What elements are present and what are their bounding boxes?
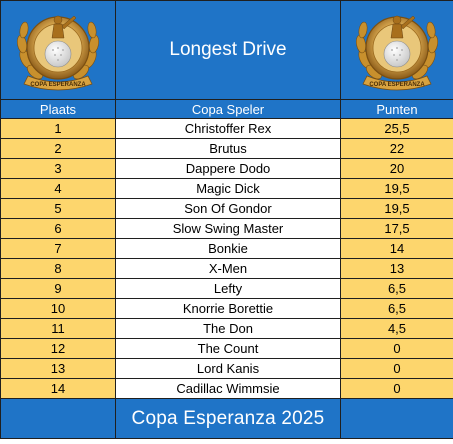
- points-cell: 4,5: [340, 318, 453, 339]
- table-row: 13 Lord Kanis 0: [0, 358, 453, 379]
- page-title: Longest Drive: [115, 0, 341, 100]
- logo-ribbon-text: COPA ESPERANZA: [369, 82, 425, 88]
- player-cell: Bonkie: [115, 238, 341, 259]
- trophy-emblem-icon: COPA ESPERANZA: [356, 15, 438, 91]
- rank-cell: 11: [0, 318, 116, 339]
- player-cell: Cadillac Wimmsie: [115, 378, 341, 399]
- footer-left-cell: [0, 398, 116, 439]
- table-row: 4 Magic Dick 19,5: [0, 178, 453, 199]
- column-header-points: Punten: [340, 99, 453, 119]
- rank-cell: 14: [0, 378, 116, 399]
- player-cell: Lord Kanis: [115, 358, 341, 379]
- points-cell: 17,5: [340, 218, 453, 239]
- table-row: 2 Brutus 22: [0, 138, 453, 159]
- player-cell: Knorrie Borettie: [115, 298, 341, 319]
- table-row: 1 Christoffer Rex 25,5: [0, 118, 453, 139]
- player-cell: Brutus: [115, 138, 341, 159]
- points-cell: 6,5: [340, 278, 453, 299]
- rank-cell: 3: [0, 158, 116, 179]
- points-cell: 13: [340, 258, 453, 279]
- table-row: 6 Slow Swing Master 17,5: [0, 218, 453, 239]
- rank-cell: 10: [0, 298, 116, 319]
- points-cell: 19,5: [340, 178, 453, 199]
- points-cell: 20: [340, 158, 453, 179]
- table-row: 7 Bonkie 14: [0, 238, 453, 259]
- player-cell: Lefty: [115, 278, 341, 299]
- rank-cell: 12: [0, 338, 116, 359]
- table-row: 3 Dappere Dodo 20: [0, 158, 453, 179]
- column-header-row: Plaats Copa Speler Punten: [0, 99, 453, 119]
- player-cell: Magic Dick: [115, 178, 341, 199]
- table-row: 14 Cadillac Wimmsie 0: [0, 378, 453, 399]
- rank-cell: 9: [0, 278, 116, 299]
- footer-title: Copa Esperanza 2025: [115, 398, 341, 439]
- table-row: 9 Lefty 6,5: [0, 278, 453, 299]
- points-cell: 22: [340, 138, 453, 159]
- points-cell: 6,5: [340, 298, 453, 319]
- rank-cell: 2: [0, 138, 116, 159]
- points-cell: 0: [340, 378, 453, 399]
- table-row: 11 The Don 4,5: [0, 318, 453, 339]
- logo-ribbon-text: COPA ESPERANZA: [30, 82, 86, 88]
- table-row: 5 Son Of Gondor 19,5: [0, 198, 453, 219]
- points-cell: 14: [340, 238, 453, 259]
- rank-cell: 6: [0, 218, 116, 239]
- header-row: COPA ESPERANZA Longest Drive: [0, 0, 453, 100]
- trophy-emblem-icon: COPA ESPERANZA: [17, 15, 99, 91]
- player-cell: The Don: [115, 318, 341, 339]
- player-cell: X-Men: [115, 258, 341, 279]
- points-cell: 0: [340, 338, 453, 359]
- points-cell: 19,5: [340, 198, 453, 219]
- points-cell: 0: [340, 358, 453, 379]
- table-row: 12 The Count 0: [0, 338, 453, 359]
- points-cell: 25,5: [340, 118, 453, 139]
- rank-cell: 4: [0, 178, 116, 199]
- player-cell: Dappere Dodo: [115, 158, 341, 179]
- rank-cell: 8: [0, 258, 116, 279]
- player-cell: Son Of Gondor: [115, 198, 341, 219]
- footer-right-cell: [340, 398, 453, 439]
- rank-cell: 7: [0, 238, 116, 259]
- rank-cell: 13: [0, 358, 116, 379]
- player-cell: Christoffer Rex: [115, 118, 341, 139]
- player-cell: The Count: [115, 338, 341, 359]
- rank-cell: 5: [0, 198, 116, 219]
- player-cell: Slow Swing Master: [115, 218, 341, 239]
- footer-row: Copa Esperanza 2025: [0, 398, 453, 439]
- left-logo-cell: COPA ESPERANZA: [0, 0, 116, 100]
- column-header-rank: Plaats: [0, 99, 116, 119]
- table-row: 8 X-Men 13: [0, 258, 453, 279]
- rank-cell: 1: [0, 118, 116, 139]
- right-logo-cell: COPA ESPERANZA: [340, 0, 453, 100]
- table-row: 10 Knorrie Borettie 6,5: [0, 298, 453, 319]
- column-header-player: Copa Speler: [115, 99, 341, 119]
